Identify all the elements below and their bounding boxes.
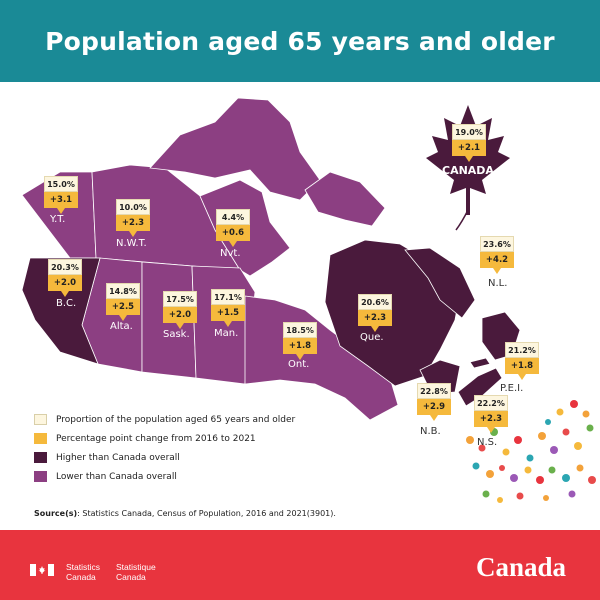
callout-ns: 22.2% +2.3 [474,395,508,433]
region-baffin [304,171,386,227]
label-alta: Alta. [110,321,133,332]
callout-yt: 15.0% +3.1 [44,176,78,214]
label-pei: P.E.I. [500,383,524,394]
region-pei [469,357,491,369]
label-sask: Sask. [163,329,190,340]
label-nwt: N.W.T. [116,238,147,249]
callout-bc: 20.3% +2.0 [48,259,82,297]
canada-label: CANADA [442,164,494,177]
legend-item-change: Percentage point change from 2016 to 202… [34,429,295,448]
maple-leaf-stem-icon [455,209,469,231]
swatch-proportion [34,414,47,425]
label-nvt: Nvt. [220,248,241,259]
source-text: : Statistics Canada, Census of Populatio… [77,509,336,518]
legend-item-proportion: Proportion of the population aged 65 yea… [34,410,295,429]
callout-man: 17.1% +1.5 [211,289,245,327]
title-banner: Population aged 65 years and older [0,0,600,82]
region-ns [457,367,503,407]
label-que: Que. [360,332,384,343]
callout-pei: 21.2% +1.8 [505,342,539,380]
callout-alta: 14.8% +2.5 [106,283,140,321]
callout-sask: 17.5% +2.0 [163,291,197,329]
decorative-leaves-icon [466,400,596,503]
agency-name-en: Statistics Canada [66,562,101,582]
label-yt: Y.T. [50,214,66,225]
callout-nvt: 4.4% +0.6 [216,209,250,247]
label-nb: N.B. [420,426,441,437]
callout-nb: 22.8% +2.9 [417,383,451,421]
swatch-change [34,433,47,444]
page-title: Population aged 65 years and older [45,26,555,56]
source-label: Source(s) [34,509,78,518]
canada-wordmark: Canada [476,552,567,582]
region-arctic-islands [149,97,321,201]
agency-name-fr: Statistique Canada [116,562,156,582]
callout-nwt: 10.0% +2.3 [116,199,150,237]
callout-canada-change: +2.1 [452,140,486,162]
callout-canada-pct: 19.0% [452,124,486,140]
label-man: Man. [214,328,239,339]
legend-item-higher: Higher than Canada overall [34,448,295,467]
callout-canada: 19.0% +2.1 [452,124,486,162]
swatch-lower [34,471,47,482]
source-note: Source(s): Statistics Canada, Census of … [34,509,336,518]
label-bc: B.C. [56,298,77,309]
legend-item-lower: Lower than Canada overall [34,467,295,486]
callout-que: 20.6% +2.3 [358,294,392,332]
canada-flag-icon [30,564,54,576]
callout-ont: 18.5% +1.8 [283,322,317,360]
label-ont: Ont. [288,359,310,370]
swatch-higher [34,452,47,463]
footer-bar [0,530,600,600]
label-nl: N.L. [488,278,508,289]
label-ns: N.S. [477,437,498,448]
legend: Proportion of the population aged 65 yea… [34,410,295,486]
callout-nl: 23.6% +4.2 [480,236,514,274]
